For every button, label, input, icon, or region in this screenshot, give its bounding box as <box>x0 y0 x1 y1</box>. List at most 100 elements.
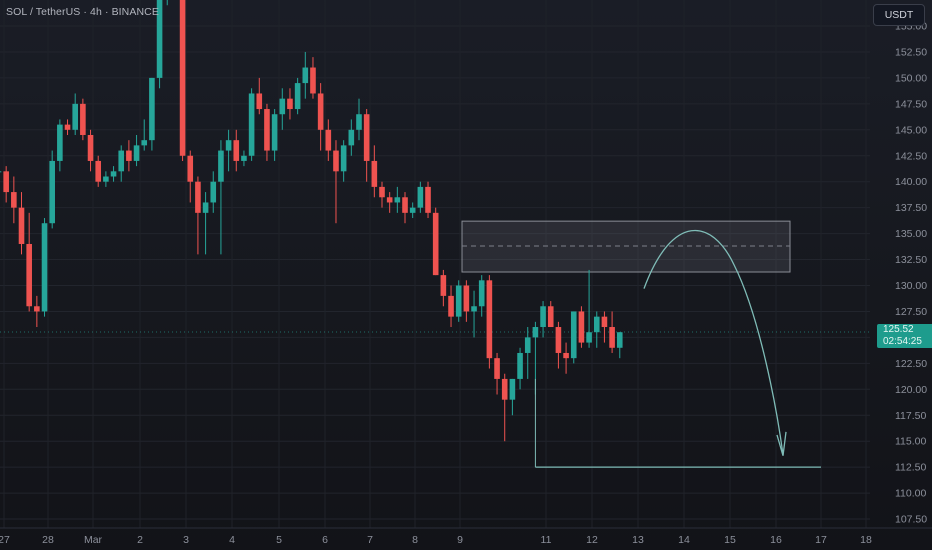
drawings[interactable] <box>534 230 821 468</box>
candle <box>563 342 569 374</box>
candle <box>509 378 516 416</box>
candle-body <box>486 280 493 359</box>
candle-body <box>616 332 623 348</box>
candle <box>317 83 324 151</box>
price-tick-label: 115.00 <box>895 436 926 448</box>
candle <box>166 0 168 6</box>
candle <box>333 140 339 224</box>
price-tick-label: 107.50 <box>895 514 927 526</box>
price-tick-label: 147.50 <box>895 98 927 110</box>
candle <box>302 51 309 99</box>
candle-body <box>386 197 393 203</box>
price-tick-label: 142.50 <box>895 150 927 162</box>
candles <box>0 0 623 442</box>
candle <box>287 88 293 120</box>
candle-body <box>279 98 286 115</box>
candle-body <box>156 0 163 78</box>
time-tick-label: 15 <box>724 534 736 546</box>
symbol-title[interactable]: SOL / TetherUS · 4h · BINANCE <box>6 6 159 18</box>
time-tick-label: 8 <box>412 534 418 546</box>
candle <box>87 129 94 172</box>
candle-body <box>340 145 347 172</box>
last-price-tag: 125.52 02:54:25 <box>877 324 932 348</box>
candle-body <box>26 243 32 307</box>
candle <box>348 119 355 156</box>
candle <box>455 280 462 322</box>
candle <box>570 311 577 364</box>
bar-countdown: 02:54:25 <box>883 336 922 347</box>
candle-body <box>149 77 155 141</box>
separator-dot: · <box>83 6 91 18</box>
candle-body <box>417 186 424 208</box>
candle <box>233 129 240 172</box>
candle <box>218 140 224 255</box>
candle <box>118 145 125 182</box>
price-tick-label: 112.50 <box>895 462 926 474</box>
projection-curve[interactable] <box>643 230 784 455</box>
resistance-zone[interactable] <box>461 220 791 273</box>
candle-body <box>302 67 309 84</box>
candle-body <box>241 155 247 161</box>
candle-body <box>87 134 94 161</box>
candle-body <box>49 160 55 224</box>
candle <box>432 207 439 276</box>
candle-body <box>501 378 508 400</box>
candle-body <box>72 103 78 130</box>
candle-body <box>448 295 454 317</box>
candle-body <box>563 352 569 359</box>
candle <box>325 119 332 161</box>
exchange-label: BINANCE <box>111 6 159 18</box>
candle-body <box>517 352 523 379</box>
candle <box>409 202 416 219</box>
candle <box>64 119 71 135</box>
time-tick-label: 5 <box>276 534 282 546</box>
candle-body <box>103 176 109 182</box>
candle <box>494 352 500 395</box>
candle-body <box>195 181 201 213</box>
time-tick-label: 11 <box>541 534 552 546</box>
candle <box>241 150 247 167</box>
time-axis[interactable]: 27 28 Mar 2 3 4 5 6 7 8 9 11 12 13 14 15 16 17 18 <box>0 527 932 546</box>
candle-body <box>356 114 362 130</box>
price-tick-label: 132.50 <box>895 254 927 266</box>
candle-body <box>210 181 217 203</box>
candle-body <box>41 223 48 312</box>
zone-rectangle[interactable] <box>461 220 791 273</box>
candle <box>248 88 255 161</box>
time-tick-label: 2 <box>137 534 143 546</box>
candle <box>578 306 585 348</box>
candle <box>72 93 78 135</box>
candle <box>386 192 393 213</box>
time-tick-label: 14 <box>678 534 690 546</box>
candle-body <box>463 285 470 312</box>
candle <box>310 57 316 99</box>
candle-body <box>57 124 63 161</box>
candle <box>593 311 600 348</box>
price-tick-label: 127.50 <box>895 306 927 318</box>
candle-body <box>363 114 370 161</box>
currency-button[interactable]: USDT <box>873 4 925 26</box>
candle <box>279 88 286 130</box>
candle-body <box>141 140 148 146</box>
candle <box>609 311 615 353</box>
candle-body <box>578 311 585 343</box>
candle-body <box>118 150 125 172</box>
price-tick-label: 145.00 <box>895 124 927 136</box>
time-tick-label: 6 <box>322 534 328 546</box>
candle-body <box>471 306 477 312</box>
candle-body <box>271 114 278 151</box>
price-axis[interactable]: 107.50 110.00 112.50 115.00 117.50 120.00 122.… <box>895 21 927 526</box>
time-tick-label: 18 <box>860 534 872 546</box>
price-tick-label: 137.50 <box>895 202 927 214</box>
candle <box>340 140 347 182</box>
candle-body <box>233 140 240 161</box>
time-tick-label: 3 <box>183 534 189 546</box>
last-price-value: 125.52 <box>883 324 914 335</box>
candle-body <box>601 316 608 328</box>
candle <box>486 275 493 369</box>
candle <box>11 176 17 224</box>
candle-body <box>64 124 71 130</box>
candle-body <box>80 103 86 135</box>
